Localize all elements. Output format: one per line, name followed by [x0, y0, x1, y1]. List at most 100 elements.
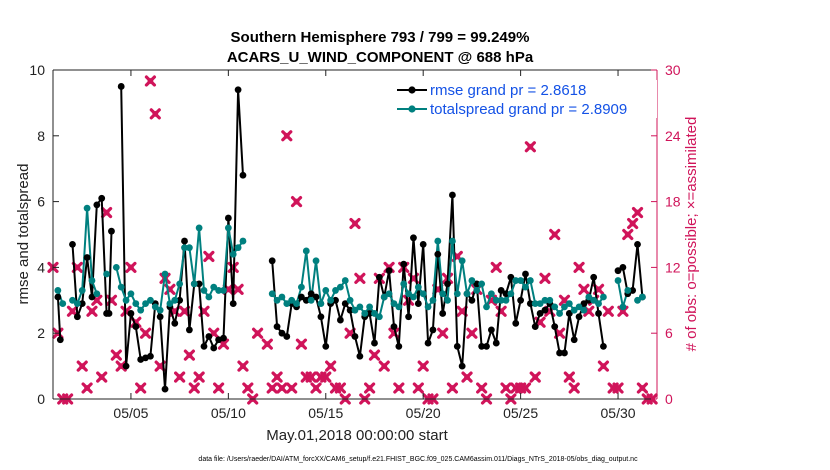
obs-count-core: [327, 362, 334, 370]
rmse-point: [473, 280, 481, 288]
rmse-point: [307, 290, 315, 298]
totalspread-point: [419, 290, 427, 298]
obs-count-marker: [286, 382, 298, 394]
obs-count-marker: [178, 305, 191, 317]
obs-count-marker: [378, 360, 390, 372]
rmse-point: [371, 339, 378, 347]
x-tick-label: 05/20: [406, 405, 441, 421]
obs-count-core: [288, 384, 295, 392]
totalspread-point: [200, 287, 208, 294]
obs-count-marker: [524, 141, 536, 153]
rmse-point: [200, 342, 208, 350]
rmse-point: [98, 194, 106, 202]
rmse-point: [497, 287, 505, 294]
obs-count-marker: [466, 327, 478, 339]
rmse-point: [551, 323, 559, 331]
totalspread-point: [366, 303, 374, 311]
rmse-point: [385, 267, 393, 275]
obs-count-marker: [115, 360, 127, 372]
rmse-point: [453, 342, 461, 350]
rmse-point: [268, 257, 276, 265]
y-tick-label: 6: [37, 194, 45, 210]
obs-count-core: [571, 384, 578, 392]
rmse-point: [341, 300, 349, 307]
obs-count-marker: [490, 261, 502, 273]
obs-count-core: [269, 384, 276, 392]
obs-count-core: [415, 384, 422, 392]
rmse-point: [302, 296, 310, 304]
rmse-line: [56, 296, 62, 340]
obs-count-core: [351, 220, 359, 227]
rmse-point: [322, 342, 330, 350]
obs-count-marker: [188, 382, 200, 394]
obs-count-marker: [81, 382, 93, 394]
totalspread-point: [424, 303, 432, 311]
rmse-point: [449, 191, 456, 199]
rmse-point: [205, 333, 213, 340]
totalspread-point: [171, 296, 179, 304]
legend-rmse-marker: [408, 86, 416, 94]
plot-area: [53, 70, 657, 399]
obs-count-marker: [597, 360, 610, 372]
rmse-point: [590, 273, 598, 281]
obs-count-marker: [364, 382, 376, 394]
rmse-point: [434, 250, 442, 258]
obs-count-marker: [437, 327, 449, 339]
totalspread-point: [580, 306, 588, 314]
obs-count-marker: [573, 261, 585, 273]
totalspread-point: [483, 303, 490, 311]
rmse-point: [400, 260, 408, 268]
rmse-point: [171, 319, 179, 327]
rmse-point: [93, 201, 101, 209]
chart-subtitle: ACARS_U_WIND_COMPONENT @ 688 hPa: [227, 49, 534, 66]
obs-count-core: [478, 384, 485, 392]
obs-count-marker: [334, 382, 346, 394]
y-axis-label: rmse and totalspread: [15, 164, 32, 305]
obs-count-core: [463, 373, 471, 381]
totalspread-point: [156, 306, 164, 314]
totalspread-point: [444, 296, 451, 304]
totalspread-point: [561, 303, 568, 311]
totalspread-point: [487, 290, 495, 298]
rmse-point: [132, 323, 140, 331]
obs-count-marker: [349, 217, 361, 230]
legend: rmse grand pr = 2.8618 totalspread grand…: [395, 80, 657, 118]
totalspread-point: [385, 290, 393, 298]
legend-box: [395, 80, 657, 118]
totalspread-point: [132, 300, 140, 307]
rmse-point: [575, 313, 583, 321]
totalspread-point: [205, 293, 213, 301]
totalspread-point: [414, 283, 422, 291]
totalspread-point: [336, 283, 344, 291]
totalspread-point: [302, 247, 310, 255]
totalspread-point: [536, 300, 544, 307]
obs-count-marker: [183, 349, 195, 361]
obs-count-marker: [636, 382, 648, 394]
obs-count-core: [395, 384, 402, 392]
obs-count-core: [337, 384, 344, 392]
x-axis-label: May.01,2018 00:00:00 start: [266, 427, 448, 444]
obs-count-marker: [500, 382, 512, 394]
y2-tick-label: 24: [665, 128, 681, 144]
totalspread-point: [565, 300, 573, 307]
rmse-point: [78, 300, 86, 307]
obs-count-marker: [456, 305, 468, 317]
obs-count-core: [468, 330, 476, 337]
totalspread-point: [556, 310, 563, 317]
rmse-point: [395, 342, 403, 350]
rmse-point: [161, 385, 169, 393]
y2-tick-label: 6: [665, 325, 673, 341]
obs-count-marker: [476, 382, 488, 394]
totalspread-point: [166, 300, 174, 307]
rmse-point: [234, 86, 242, 94]
totalspread-point: [195, 224, 203, 232]
rmse-point: [410, 234, 417, 242]
obs-count-core: [614, 384, 622, 392]
rmse-point: [56, 336, 64, 344]
totalspread-point: [590, 296, 598, 304]
totalspread-point: [161, 270, 169, 278]
totalspread-point: [122, 296, 130, 304]
totalspread-point: [322, 287, 330, 294]
y2-tick-label: 30: [665, 62, 681, 78]
rmse-point: [390, 323, 398, 331]
